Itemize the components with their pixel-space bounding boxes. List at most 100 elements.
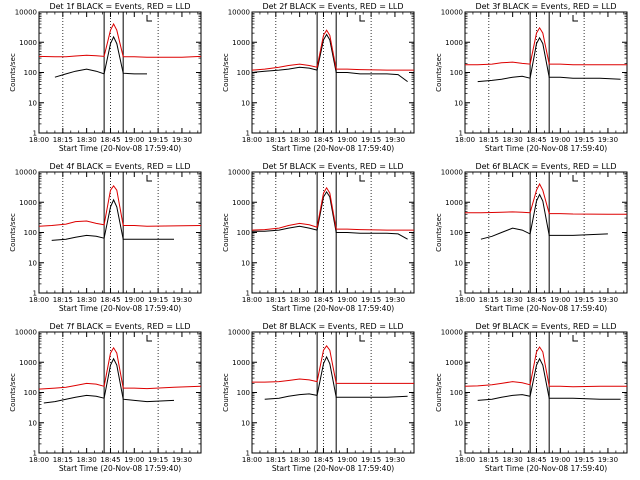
y-tick-label: 1000 <box>445 199 463 207</box>
red-lld-series <box>465 182 627 215</box>
x-tick-label: 19:00 <box>550 136 570 144</box>
plot-frame <box>251 331 415 454</box>
x-tick-label: 18:15 <box>266 136 286 144</box>
x-tick-label: 19:15 <box>361 456 381 464</box>
y-tick-label: 10000 <box>228 169 250 177</box>
x-axis-label: Start Time (20-Nov-08 17:59:40) <box>272 304 394 313</box>
y-tick-label: 10 <box>28 99 37 107</box>
x-tick-label: 18:15 <box>479 456 499 464</box>
y-tick-label: 1 <box>33 450 37 458</box>
panel-1: Det 1f BLACK = Events, RED = LLD 1 10 100 10… <box>9 2 202 153</box>
x-tick-label: 19:30 <box>172 296 192 304</box>
x-tick-label: 18:45 <box>526 296 546 304</box>
panel-title: Det 3f BLACK = Events, RED = LLD <box>475 2 616 11</box>
y-tick-label: 10 <box>454 419 463 427</box>
x-tick-label: 19:30 <box>172 456 192 464</box>
y-axis-label: Counts/sec <box>222 213 230 252</box>
y-tick-label: 100 <box>237 69 250 77</box>
x-axis-label: Start Time (20-Nov-08 17:59:40) <box>59 304 181 313</box>
y-tick-label: 10 <box>241 99 250 107</box>
x-axis-label: Start Time (20-Nov-08 17:59:40) <box>272 144 394 153</box>
x-tick-label: 18:15 <box>53 136 73 144</box>
y-axis-label: Counts/sec <box>9 373 17 412</box>
x-tick-label: 19:15 <box>148 136 168 144</box>
y-tick-label: 1 <box>246 130 250 138</box>
x-axis-label: Start Time (20-Nov-08 17:59:40) <box>272 464 394 473</box>
x-tick-label: 18:30 <box>503 456 523 464</box>
y-tick-label: 1 <box>459 290 463 298</box>
y-tick-label: 1 <box>33 290 37 298</box>
y-tick-label: 1000 <box>445 359 463 367</box>
x-tick-label: 18:15 <box>266 456 286 464</box>
y-tick-label: 100 <box>237 229 250 237</box>
y-tick-label: 10 <box>241 259 250 267</box>
y-tick-label: 10000 <box>441 329 463 337</box>
x-tick-label: 19:15 <box>148 456 168 464</box>
y-axis-label: Counts/sec <box>222 53 230 92</box>
panel-title: Det 1f BLACK = Events, RED = LLD <box>49 2 190 11</box>
black-events-series <box>251 33 408 83</box>
y-tick-label: 1 <box>246 450 250 458</box>
x-tick-label: 19:00 <box>124 136 144 144</box>
y-tick-label: 10 <box>28 419 37 427</box>
x-tick-label: 19:00 <box>550 456 570 464</box>
y-tick-label: 100 <box>450 229 463 237</box>
y-axis-label: Counts/sec <box>435 373 443 412</box>
y-tick-label: 1 <box>459 450 463 458</box>
x-tick-label: 18:45 <box>100 296 120 304</box>
x-tick-label: 19:30 <box>172 136 192 144</box>
plot-frame <box>251 11 415 134</box>
y-tick-label: 10000 <box>15 9 37 17</box>
panel-9: Det 9f BLACK = Events, RED = LLD 1 10 100 10… <box>435 322 628 473</box>
x-tick-label: 18:45 <box>100 456 120 464</box>
black-events-series <box>51 198 174 241</box>
corner-marker <box>572 175 578 182</box>
black-events-series <box>477 36 621 83</box>
plot-frame <box>464 171 628 294</box>
y-tick-label: 100 <box>237 389 250 397</box>
x-tick-label: 18:30 <box>290 136 310 144</box>
panel-title: Det 8f BLACK = Events, RED = LLD <box>262 322 403 331</box>
red-lld-series <box>251 186 414 231</box>
plot-frame <box>38 331 202 454</box>
black-events-series <box>252 190 408 240</box>
red-lld-series <box>465 26 627 66</box>
panel-title: Det 5f BLACK = Events, RED = LLD <box>262 162 403 171</box>
y-tick-label: 1000 <box>19 39 37 47</box>
y-tick-label: 1000 <box>19 199 37 207</box>
y-axis-label: Counts/sec <box>9 213 17 252</box>
y-axis-label: Counts/sec <box>9 53 17 92</box>
x-tick-label: 18:45 <box>100 136 120 144</box>
y-axis-label: Counts/sec <box>435 53 443 92</box>
x-tick-label: 18:00 <box>455 296 475 304</box>
y-tick-label: 100 <box>24 229 37 237</box>
panel-4: Det 4f BLACK = Events, RED = LLD 1 10 100 10… <box>9 162 202 313</box>
x-tick-label: 18:45 <box>526 136 546 144</box>
x-tick-label: 19:00 <box>124 456 144 464</box>
panel-6: Det 6f BLACK = Events, RED = LLD 1 10 100 10… <box>435 162 628 313</box>
x-tick-label: 18:30 <box>503 296 523 304</box>
corner-marker <box>146 15 152 22</box>
red-lld-series <box>251 29 414 71</box>
y-tick-label: 1000 <box>232 199 250 207</box>
x-tick-label: 19:15 <box>574 296 594 304</box>
panel-5: Det 5f BLACK = Events, RED = LLD 1 10 100 10… <box>222 162 415 313</box>
x-tick-label: 19:30 <box>385 456 405 464</box>
x-tick-label: 18:30 <box>77 456 97 464</box>
black-events-series <box>477 357 621 401</box>
y-tick-label: 100 <box>24 389 37 397</box>
plot-frame <box>251 171 415 294</box>
x-tick-label: 18:00 <box>29 296 49 304</box>
x-tick-label: 18:45 <box>526 456 546 464</box>
x-tick-label: 18:30 <box>290 296 310 304</box>
y-tick-label: 1 <box>246 290 250 298</box>
corner-marker <box>572 335 578 342</box>
x-axis-label: Start Time (20-Nov-08 17:59:40) <box>485 464 607 473</box>
plot-frame <box>464 11 628 134</box>
y-tick-label: 10 <box>454 259 463 267</box>
x-axis-label: Start Time (20-Nov-08 17:59:40) <box>485 304 607 313</box>
x-axis-label: Start Time (20-Nov-08 17:59:40) <box>59 144 181 153</box>
black-events-series <box>54 35 147 78</box>
x-tick-label: 18:00 <box>29 456 49 464</box>
y-axis-label: Counts/sec <box>222 373 230 412</box>
